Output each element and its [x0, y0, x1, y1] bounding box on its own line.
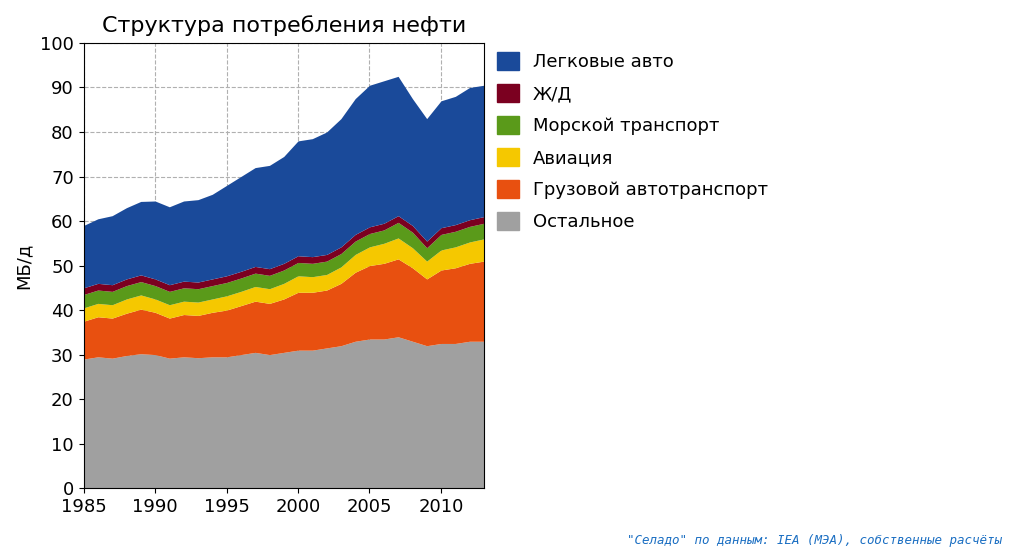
- Y-axis label: МБ/д: МБ/д: [15, 242, 33, 289]
- Legend: Легковые авто, Ж/Д, Морской транспорт, Авиация, Грузовой автотранспорт, Остально: Легковые авто, Ж/Д, Морской транспорт, А…: [497, 52, 768, 231]
- Title: Структура потребления нефти: Структура потребления нефти: [101, 15, 466, 36]
- Text: "Ceлaдo" по данным: IEA (МЭА), собственные расчёты: "Ceлaдo" по данным: IEA (МЭА), собственн…: [626, 534, 1002, 547]
